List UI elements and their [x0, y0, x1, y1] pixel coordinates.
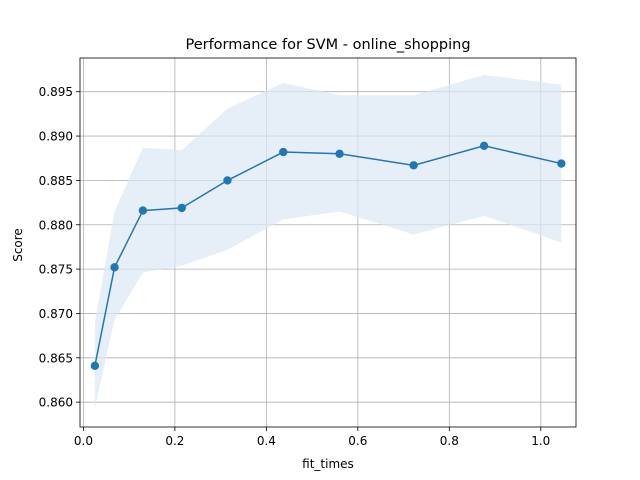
score-point [110, 263, 119, 272]
plot-frame [79, 57, 577, 428]
y-tick-label: 0.860 [39, 396, 73, 410]
y-axis-label: Score [11, 228, 25, 262]
score-point [335, 149, 344, 158]
y-tick-label: 0.890 [39, 130, 73, 144]
axis-ticks: 0.0 0.2 0.4 0.6 0.8 1.0 0.860 0.865 0.870 0.875 0.… [39, 85, 551, 448]
y-tick-label: 0.870 [39, 307, 73, 321]
score-point [177, 203, 186, 213]
y-tick-label: 0.895 [39, 85, 73, 99]
x-tick-label: 0.0 [74, 434, 93, 448]
y-tick-label: 0.880 [39, 218, 73, 232]
score-point [138, 206, 148, 215]
series-layer [90, 141, 566, 370]
x-tick-label: 0.6 [348, 434, 367, 448]
score-line [94, 145, 562, 366]
x-tick-label: 0.2 [165, 434, 184, 448]
x-tick-label: 1.0 [531, 434, 550, 448]
score-point [409, 161, 418, 170]
score-std-band [94, 74, 562, 409]
score-point [90, 361, 100, 370]
score-point [479, 141, 489, 151]
y-tick-label: 0.885 [39, 174, 73, 188]
y-tick-label: 0.865 [39, 351, 73, 365]
chart-title: Performance for SVM - online_shopping [185, 37, 470, 53]
y-tick-label: 0.875 [39, 263, 73, 277]
score-point [279, 147, 288, 157]
x-axis-label: fit_times [302, 457, 354, 471]
x-tick-label: 0.4 [257, 434, 276, 448]
score-point [223, 176, 232, 185]
score-point [557, 159, 566, 168]
x-tick-label: 0.8 [440, 434, 459, 448]
